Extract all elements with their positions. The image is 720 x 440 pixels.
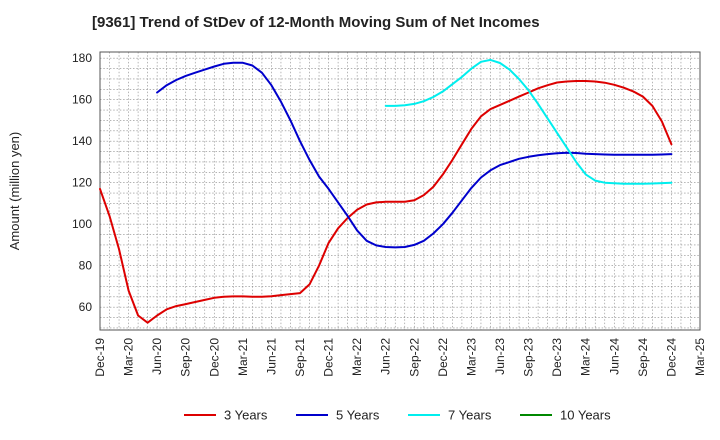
x-tick-label: Dec-24 (664, 338, 678, 377)
grid-lines (99, 52, 701, 330)
x-tick-label: Jun-23 (493, 338, 507, 375)
legend-label: 3 Years (224, 408, 268, 423)
legend-label: 7 Years (448, 408, 492, 423)
plot-frame (99, 51, 701, 331)
y-tick-label: 60 (79, 300, 93, 314)
x-tick-label: Dec-20 (207, 338, 221, 377)
legend-label: 5 Years (336, 408, 380, 423)
y-tick-label: 160 (72, 93, 92, 107)
series-line (384, 58, 673, 185)
x-tick-label: Sep-24 (636, 338, 650, 377)
y-axis-label: Amount (million yen) (7, 132, 22, 251)
x-tick-label: Dec-21 (322, 338, 336, 377)
y-tick-label: 100 (72, 217, 92, 231)
x-tick-label: Dec-22 (436, 338, 450, 377)
x-tick-label: Jun-21 (264, 338, 278, 375)
x-tick-label: Mar-21 (236, 338, 250, 376)
y-tick-label: 120 (72, 176, 92, 190)
x-tick-label: Sep-21 (293, 338, 307, 377)
x-tick-label: Jun-22 (379, 338, 393, 375)
x-tick-label: Mar-22 (350, 338, 364, 376)
chart-title: [9361] Trend of StDev of 12-Month Moving… (92, 14, 540, 31)
x-tick-label: Jun-24 (607, 338, 621, 375)
axes: 60 80 100 120 140 160 180 Dec-19 Mar-20 Jun-20 Sep… (72, 51, 707, 376)
x-tick-label: Mar-23 (464, 338, 478, 376)
x-tick-label: Mar-24 (579, 338, 593, 376)
x-tick-label: Mar-25 (693, 338, 707, 376)
x-tick-label: Sep-23 (522, 338, 536, 377)
x-tick-label: Sep-20 (179, 338, 193, 377)
series-line (156, 61, 673, 249)
legend: 3 Years 5 Years 7 Years 10 Years (184, 408, 611, 423)
x-tick-label: Mar-20 (122, 338, 136, 376)
y-tick-label: 80 (79, 259, 93, 273)
series-lines (99, 58, 673, 324)
x-tick-label: Jun-20 (150, 338, 164, 375)
x-tick-label: Sep-22 (407, 338, 421, 377)
x-tick-label: Dec-19 (93, 338, 107, 377)
y-tick-label: 180 (72, 51, 92, 65)
x-tick-label: Dec-23 (550, 338, 564, 377)
legend-label: 10 Years (560, 408, 611, 423)
y-tick-label: 140 (72, 134, 92, 148)
series-line (99, 80, 673, 324)
